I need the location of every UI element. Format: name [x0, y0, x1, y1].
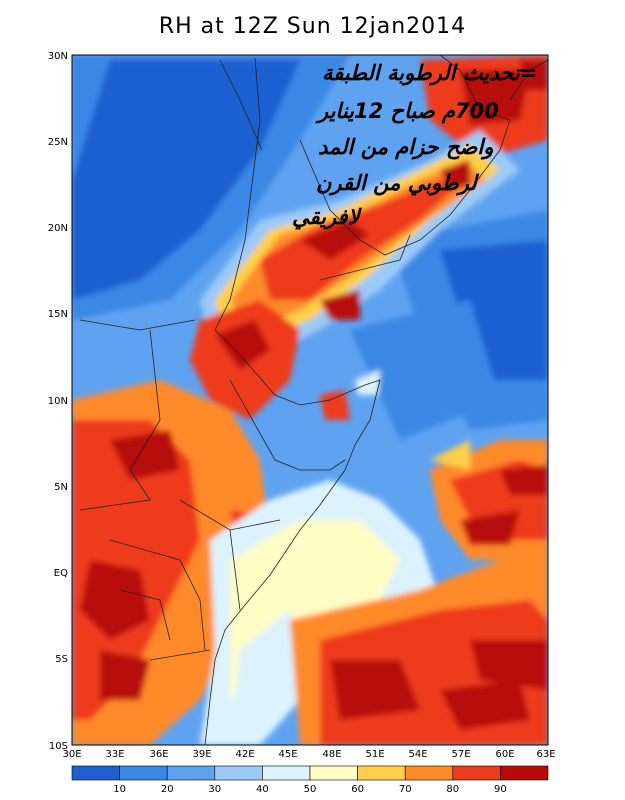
- annotation-line: 700م صباح 12يناير: [315, 99, 499, 124]
- lon-label: 36E: [149, 749, 168, 760]
- latitude-axis: 30N 25N 20N 15N 10N 5N EQ 5S 10S: [48, 51, 68, 752]
- annotation-line: واضح حزام من المد: [318, 135, 493, 160]
- colorbar-label: 50: [304, 784, 317, 795]
- annotation-line: لافريقي: [292, 205, 363, 230]
- colorbar-swatch: [119, 765, 168, 781]
- humidity-field: [72, 55, 548, 745]
- annotation-line: =تحديث الرطوبة الطبقة: [322, 61, 537, 86]
- annotation-line: لرطوبي من القرن: [316, 171, 479, 196]
- lon-label: 60E: [495, 749, 514, 760]
- lat-label: 30N: [48, 51, 68, 62]
- colorbar-label: 40: [256, 784, 269, 795]
- lat-label: 10S: [49, 741, 68, 752]
- colorbar-label: 20: [161, 784, 174, 795]
- longitude-axis: 30E 33E 36E 39E 42E 45E 48E 51E 54E 57E …: [62, 749, 555, 760]
- colorbar-swatch: [452, 765, 501, 781]
- lat-label: 25N: [48, 137, 68, 148]
- lon-label: 51E: [365, 749, 384, 760]
- lon-label: 42E: [235, 749, 254, 760]
- lat-label: 20N: [48, 223, 68, 234]
- lon-label: 63E: [536, 749, 555, 760]
- colorbar-label: 60: [351, 784, 364, 795]
- lat-label: 5S: [55, 654, 68, 665]
- lat-label: 10N: [48, 396, 68, 407]
- lat-label: 15N: [48, 309, 68, 320]
- colorbar-label: 10: [113, 784, 126, 795]
- plot-frame: [71, 54, 549, 746]
- colorbar-label: 80: [446, 784, 459, 795]
- coastlines: [79, 55, 548, 745]
- colorbar-swatch: [357, 765, 406, 781]
- lon-label: 48E: [322, 749, 341, 760]
- lon-label: 30E: [62, 749, 81, 760]
- colorbar: 10 20 30 40 50 60 70 80 90: [71, 765, 549, 795]
- map-title: RH at 12Z Sun 12jan2014: [158, 14, 467, 39]
- lat-label: 5N: [54, 482, 68, 493]
- colorbar-label: 70: [399, 784, 412, 795]
- colorbar-swatch: [500, 765, 549, 781]
- arabic-annotation: =تحديث الرطوبة الطبقة 700م صباح 12يناير …: [292, 61, 537, 230]
- colorbar-swatch: [262, 765, 311, 781]
- lon-label: 45E: [278, 749, 297, 760]
- colorbar-swatch: [214, 765, 263, 781]
- colorbar-label: 90: [494, 784, 507, 795]
- lon-label: 57E: [451, 749, 470, 760]
- colorbar-swatch: [309, 765, 358, 781]
- colorbar-swatch: [404, 765, 454, 781]
- lat-label: EQ: [54, 568, 68, 579]
- lon-label: 39E: [192, 749, 211, 760]
- lon-label: 54E: [408, 749, 427, 760]
- colorbar-swatch: [166, 765, 216, 781]
- colorbar-swatch: [71, 765, 120, 781]
- lon-label: 33E: [105, 749, 124, 760]
- colorbar-label: 30: [208, 784, 221, 795]
